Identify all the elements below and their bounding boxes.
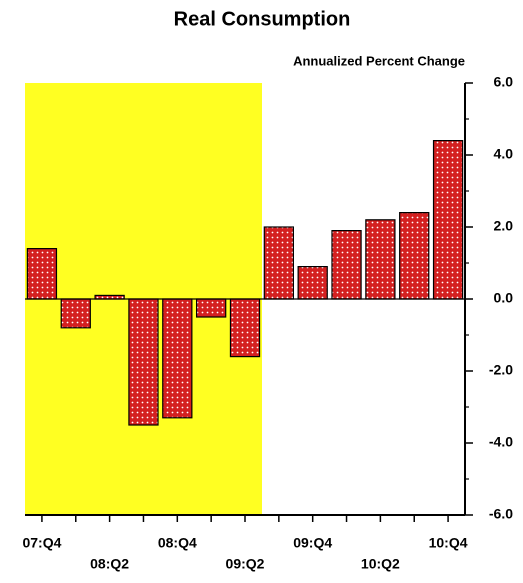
bar xyxy=(297,266,328,300)
y-tick-label: 2.0 xyxy=(494,218,514,234)
bar xyxy=(26,248,58,300)
bar xyxy=(432,140,464,300)
y-tick-label: 6.0 xyxy=(494,74,514,90)
bar xyxy=(263,226,294,300)
bar xyxy=(128,298,159,426)
y-tick-label: 4.0 xyxy=(494,146,514,162)
y-tick-label: -6.0 xyxy=(489,506,513,522)
chart-title: Real Consumption xyxy=(174,8,351,30)
x-tick-label: 08:Q2 xyxy=(90,556,129,572)
bar xyxy=(365,219,396,300)
bar xyxy=(162,298,193,419)
bar xyxy=(60,298,91,329)
bar xyxy=(196,298,227,318)
bar xyxy=(399,212,430,300)
y-tick-label: 0.0 xyxy=(494,290,514,306)
x-tick-label: 10:Q4 xyxy=(429,535,468,551)
x-tick-label: 08:Q4 xyxy=(158,535,197,551)
chart-subtitle: Annualized Percent Change xyxy=(293,53,465,68)
bar xyxy=(331,230,362,300)
bar xyxy=(229,298,261,358)
x-tick-label: 09:Q4 xyxy=(293,535,332,551)
y-tick-label: -4.0 xyxy=(489,434,513,450)
x-tick-label: 09:Q2 xyxy=(226,556,265,572)
x-tick-label: 10:Q2 xyxy=(361,556,400,572)
x-tick-label: 07:Q4 xyxy=(22,535,61,551)
y-tick-label: -2.0 xyxy=(489,362,513,378)
